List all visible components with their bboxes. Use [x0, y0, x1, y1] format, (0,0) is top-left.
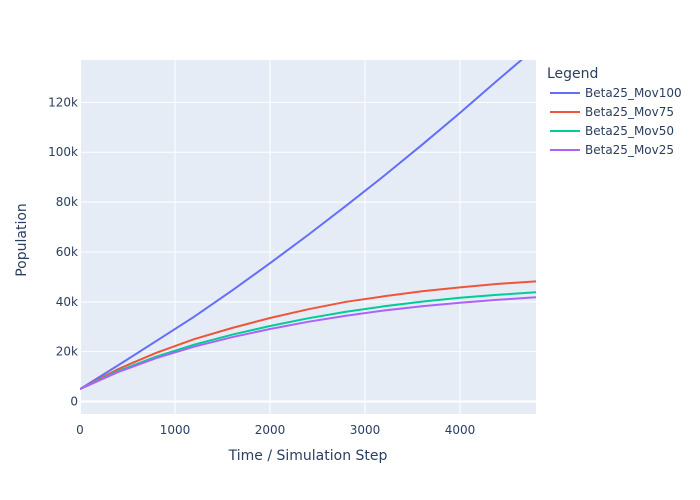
series-line	[80, 296, 536, 391]
x-tick-label: 0	[76, 423, 84, 437]
series-line	[80, 60, 523, 390]
x-axis-title: Time / Simulation Step	[228, 448, 388, 464]
y-tick-label: 40k	[56, 295, 78, 309]
legend-title: Legend	[547, 66, 598, 82]
legend: Legend Beta25_Mov100 Beta25_Mov75 Beta25_M…	[547, 66, 682, 157]
x-tick-label: 4000	[445, 423, 476, 437]
y-tick-label: 80k	[56, 195, 78, 209]
x-tick-label: 2000	[255, 423, 286, 437]
legend-entry-label: Beta25_Mov50	[585, 124, 674, 138]
x-tick-label: 3000	[350, 423, 381, 437]
y-tick-label: 100k	[48, 145, 78, 159]
y-axis-title: Population	[14, 203, 30, 277]
y-tick-label: 0	[70, 395, 78, 409]
legend-entry-label: Beta25_Mov75	[585, 105, 674, 119]
series-lines	[80, 60, 536, 391]
x-tick-label: 1000	[160, 423, 191, 437]
series-line	[80, 291, 536, 391]
y-tick-label: 120k	[48, 95, 78, 109]
series-line	[80, 280, 536, 390]
grid	[79, 60, 536, 414]
legend-entry-label: Beta25_Mov25	[585, 143, 674, 157]
y-tick-label: 20k	[56, 345, 78, 359]
x-tick-labels: 0 1000 2000 3000 4000	[76, 423, 475, 437]
y-tick-labels: 0 20k 40k 60k 80k 100k 120k	[48, 95, 78, 408]
y-tick-label: 60k	[56, 245, 78, 259]
legend-entry-label: Beta25_Mov100	[585, 86, 682, 100]
